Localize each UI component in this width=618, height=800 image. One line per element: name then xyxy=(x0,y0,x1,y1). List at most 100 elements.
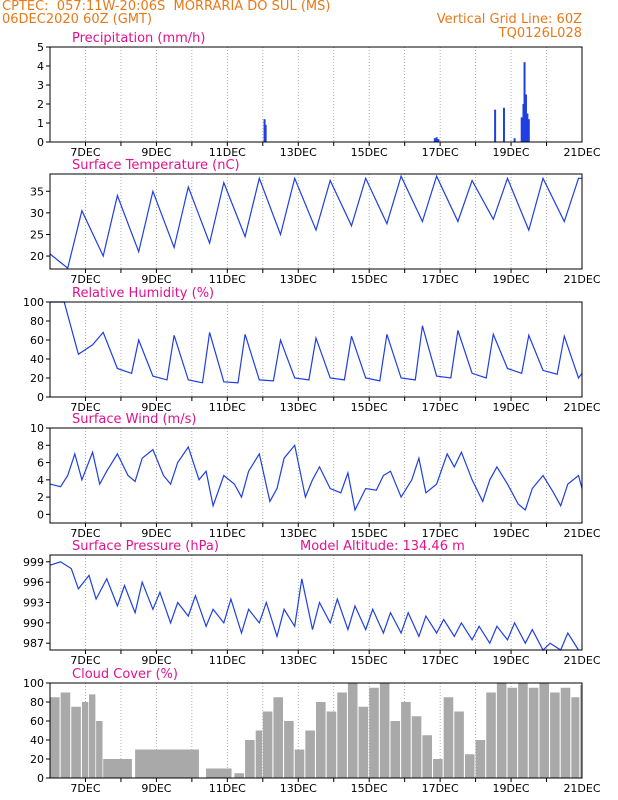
y-tick-label: 60 xyxy=(30,334,44,347)
x-tick-label: 17DEC xyxy=(422,401,459,414)
x-tick-label: 17DEC xyxy=(422,527,459,540)
x-tick-label: 21DEC xyxy=(563,273,600,286)
cloud-bar xyxy=(337,692,347,778)
precip-bar xyxy=(502,107,505,142)
cloud-bar xyxy=(475,740,486,778)
x-tick-label: 7DEC xyxy=(70,654,100,667)
y-tick-label: 100 xyxy=(23,296,44,309)
y-tick-label: 0 xyxy=(37,772,44,785)
y-tick-label: 996 xyxy=(23,576,44,589)
cloud-bar xyxy=(433,759,443,778)
y-tick-label: 4 xyxy=(37,60,44,73)
y-tick-label: 6 xyxy=(37,457,44,470)
cloud-bar xyxy=(369,687,379,778)
precip-bar xyxy=(524,94,527,142)
cloud-bar xyxy=(245,740,255,778)
cloud-bar xyxy=(316,702,326,778)
x-tick-label: 11DEC xyxy=(209,401,246,414)
y-tick-label: 2 xyxy=(37,98,44,111)
x-tick-label: 15DEC xyxy=(351,654,388,667)
x-tick-label: 7DEC xyxy=(70,527,100,540)
cloud-bar xyxy=(206,768,232,778)
cloud-bar xyxy=(507,687,518,778)
chart-header: CPTEC: 057:11W-20:06S MORRARIA DO SUL (M… xyxy=(0,0,618,48)
y-tick-label: 35 xyxy=(30,185,44,198)
x-tick-label: 9DEC xyxy=(141,146,171,159)
x-tick-label: 7DEC xyxy=(70,146,100,159)
x-tick-label: 15DEC xyxy=(351,401,388,414)
x-tick-label: 21DEC xyxy=(563,527,600,540)
y-tick-label: 990 xyxy=(23,617,44,630)
precip-bar xyxy=(513,138,516,142)
panel-title: Surface Wind (m/s) xyxy=(72,412,196,427)
panel-title: Surface Temperature (nC) xyxy=(72,158,240,173)
x-tick-label: 15DEC xyxy=(351,782,388,795)
precip-bar xyxy=(263,119,266,142)
y-tick-label: 40 xyxy=(30,734,44,747)
cloud-bar xyxy=(89,694,96,778)
x-tick-label: 13DEC xyxy=(280,146,317,159)
x-tick-label: 17DEC xyxy=(422,146,459,159)
x-tick-label: 21DEC xyxy=(563,401,600,414)
station-title: CPTEC: 057:11W-20:06S MORRARIA DO SUL (M… xyxy=(2,0,331,14)
precip-bar xyxy=(520,117,523,142)
y-tick-label: 0 xyxy=(37,391,44,404)
precip-bar xyxy=(522,104,525,142)
cloud-bar xyxy=(305,730,315,778)
x-tick-label: 13DEC xyxy=(280,654,317,667)
x-tick-label: 17DEC xyxy=(422,782,459,795)
cloud-bar xyxy=(262,711,273,778)
x-tick-label: 13DEC xyxy=(280,401,317,414)
x-tick-label: 19DEC xyxy=(493,782,530,795)
cloud-bar xyxy=(71,706,81,778)
y-tick-label: 0 xyxy=(37,508,44,521)
model-altitude-note: Model Altitude: 134.46 m xyxy=(300,539,465,554)
cloud-bar xyxy=(464,754,475,778)
y-tick-label: 60 xyxy=(30,715,44,728)
cloud-bar xyxy=(539,683,550,778)
cloud-bar xyxy=(560,687,571,778)
cloud-bar xyxy=(96,721,103,778)
cloud-bar xyxy=(401,702,411,778)
panel-frame xyxy=(49,554,583,651)
grid-line-note: Vertical Grid Line: 60Z xyxy=(436,12,582,27)
cloud-bar xyxy=(103,759,132,778)
y-tick-label: 999 xyxy=(23,556,44,569)
y-tick-label: 80 xyxy=(30,696,44,709)
x-tick-label: 19DEC xyxy=(493,654,530,667)
x-tick-label: 19DEC xyxy=(493,527,530,540)
precip-bar xyxy=(437,139,440,142)
cloud-bar xyxy=(255,730,263,778)
panel-frame xyxy=(49,301,583,398)
model-id: TQ0126L028 xyxy=(498,26,582,41)
x-tick-label: 9DEC xyxy=(141,401,171,414)
cloud-bar xyxy=(390,721,401,778)
cloud-bar xyxy=(496,683,507,778)
cloud-bar xyxy=(411,716,422,778)
precip-bar xyxy=(526,113,529,142)
x-tick-label: 11DEC xyxy=(209,146,246,159)
y-tick-label: 2 xyxy=(37,491,44,504)
cloud-bar xyxy=(528,687,539,778)
cloud-bar xyxy=(81,702,89,778)
panel-frame xyxy=(49,427,583,524)
cloud-bar xyxy=(234,773,245,778)
x-tick-label: 13DEC xyxy=(280,782,317,795)
x-tick-label: 21DEC xyxy=(563,654,600,667)
x-tick-label: 19DEC xyxy=(493,273,530,286)
x-tick-label: 15DEC xyxy=(351,146,388,159)
y-tick-label: 8 xyxy=(37,439,44,452)
y-tick-label: 40 xyxy=(30,353,44,366)
run-datetime: 06DEC2020 60Z (GMT) xyxy=(2,12,153,27)
panel-title: Relative Humidity (%) xyxy=(72,286,214,301)
cloud-bar xyxy=(518,683,528,778)
x-tick-label: 17DEC xyxy=(422,273,459,286)
cloud-bar xyxy=(443,697,454,778)
precip-bar xyxy=(494,109,497,142)
cloud-bar xyxy=(379,683,390,778)
cloud-bar xyxy=(135,749,199,778)
y-tick-label: 25 xyxy=(30,228,44,241)
y-tick-label: 20 xyxy=(30,753,44,766)
panel-title: Cloud Cover (%) xyxy=(72,667,178,682)
